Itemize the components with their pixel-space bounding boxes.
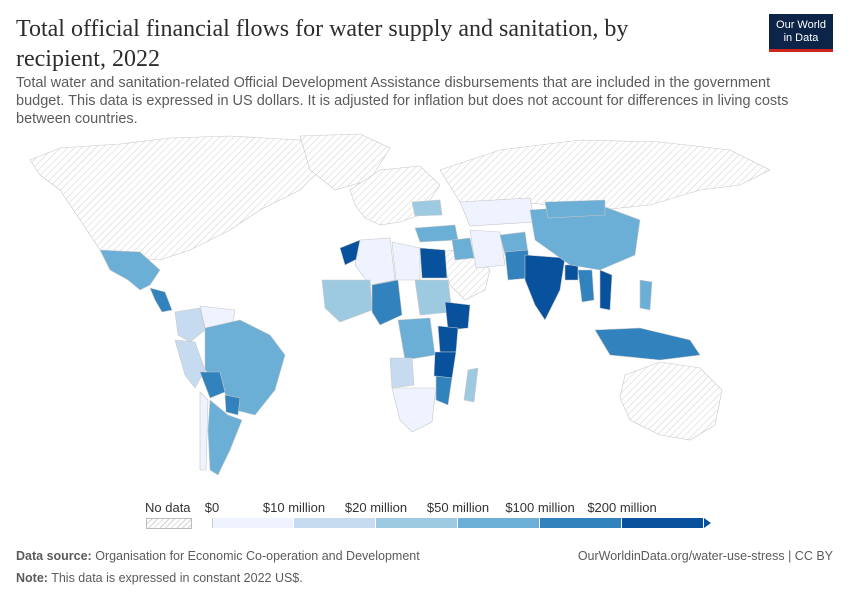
legend-swatch-3 <box>376 518 458 528</box>
chart-subtitle: Total water and sanitation-related Offic… <box>16 75 789 127</box>
legend-no-data-swatch <box>146 518 192 529</box>
region-kenya[interactable] <box>437 325 459 353</box>
region-vietnam[interactable] <box>599 269 613 311</box>
region-libya[interactable] <box>391 241 421 281</box>
legend-tick-20m: $20 million <box>344 500 408 515</box>
region-bangladesh[interactable] <box>564 264 579 281</box>
region-iran[interactable] <box>469 229 506 269</box>
region-mexico[interactable] <box>99 249 161 291</box>
region-iraq[interactable] <box>451 237 475 261</box>
region-egypt[interactable] <box>419 247 448 279</box>
region-india[interactable] <box>524 254 566 321</box>
region-central-america[interactable] <box>149 287 173 313</box>
legend-swatch-5 <box>540 518 622 528</box>
region-indonesia[interactable] <box>594 327 701 361</box>
map-legend: No data $0 $10 million $20 million $50 m… <box>140 496 720 536</box>
region-southern-africa[interactable] <box>391 387 437 433</box>
data-source-label: Data source: <box>16 549 92 563</box>
legend-tick-0: $0 <box>204 500 220 515</box>
region-algeria[interactable] <box>354 237 396 286</box>
legend-swatch-2 <box>294 518 376 528</box>
legend-tick-50m: $50 million <box>426 500 490 515</box>
data-source-link[interactable]: Organisation for Economic Co-operation a… <box>95 549 420 563</box>
logo-line-1: Our World <box>776 19 826 31</box>
australia-nodata <box>619 361 723 441</box>
region-argentina[interactable] <box>207 399 243 476</box>
region-mozambique[interactable] <box>435 375 453 406</box>
region-mongolia[interactable] <box>544 199 606 219</box>
region-brazil[interactable] <box>204 319 286 416</box>
chart-title: Total official financial flows for water… <box>16 16 629 72</box>
legend-swatch-1 <box>212 518 294 528</box>
region-chile[interactable] <box>199 391 209 471</box>
region-tanzania[interactable] <box>433 351 457 379</box>
russia-nodata <box>439 139 771 211</box>
region-ethiopia[interactable] <box>444 301 471 331</box>
region-myanmar[interactable] <box>577 269 595 303</box>
region-dr-congo[interactable] <box>397 317 436 361</box>
region-madagascar[interactable] <box>463 367 479 403</box>
legend-arrow-icon <box>704 518 711 528</box>
legend-no-data-label: No data <box>145 500 191 515</box>
legend-tick-10m: $10 million <box>262 500 326 515</box>
legend-tick-200m: $200 million <box>587 500 657 515</box>
region-bolivia[interactable] <box>199 371 226 399</box>
region-colombia[interactable] <box>174 307 206 343</box>
region-kazakhstan[interactable] <box>459 197 536 227</box>
legend-tick-100m: $100 million <box>505 500 575 515</box>
legend-swatch-6 <box>622 518 704 528</box>
region-philippines[interactable] <box>639 279 653 311</box>
legend-swatch-4 <box>458 518 540 528</box>
note-label: Note: <box>16 571 48 585</box>
note-text: This data is expressed in constant 2022 … <box>51 571 303 585</box>
world-map <box>29 133 771 476</box>
owid-logo[interactable]: Our World in Data <box>769 14 833 52</box>
north-america-nodata <box>29 135 331 261</box>
region-turkey[interactable] <box>414 224 459 243</box>
data-source: Data source: Organisation for Economic C… <box>16 549 420 563</box>
region-nigeria[interactable] <box>371 279 403 326</box>
region-angola[interactable] <box>389 357 415 389</box>
region-ukraine[interactable] <box>411 199 443 217</box>
source-url[interactable]: OurWorldinData.org/water-use-stress | CC… <box>577 549 833 563</box>
region-peru[interactable] <box>174 339 206 389</box>
note: Note: This data is expressed in constant… <box>16 571 303 585</box>
logo-line-2: in Data <box>783 32 819 44</box>
region-west-africa[interactable] <box>321 279 373 323</box>
region-paraguay[interactable] <box>224 394 241 416</box>
region-china[interactable] <box>529 204 641 271</box>
